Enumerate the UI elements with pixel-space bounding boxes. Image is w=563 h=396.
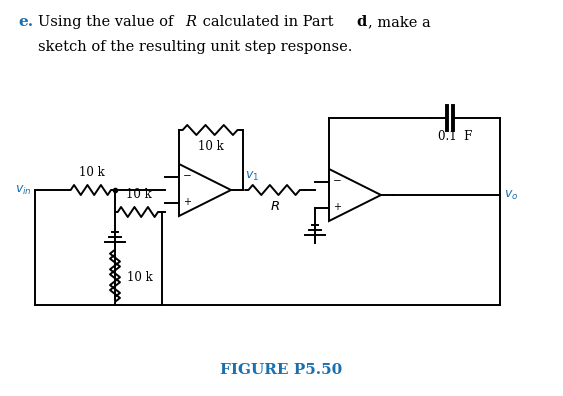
Text: Using the value of: Using the value of bbox=[38, 15, 178, 29]
Text: R: R bbox=[185, 15, 196, 29]
Text: $v_{in}$: $v_{in}$ bbox=[15, 183, 32, 196]
Text: +: + bbox=[183, 197, 191, 207]
Text: $v_o$: $v_o$ bbox=[504, 188, 519, 202]
Text: −: − bbox=[183, 171, 192, 181]
Text: $R$: $R$ bbox=[270, 200, 280, 213]
Text: −: − bbox=[333, 176, 342, 186]
Text: 10 k: 10 k bbox=[126, 187, 151, 200]
Text: 10 k: 10 k bbox=[79, 166, 104, 179]
Text: 0.1  F: 0.1 F bbox=[438, 129, 472, 143]
Text: calculated in Part: calculated in Part bbox=[198, 15, 338, 29]
Text: e.: e. bbox=[18, 15, 33, 29]
Text: , make a: , make a bbox=[368, 15, 431, 29]
Text: FIGURE P5.50: FIGURE P5.50 bbox=[220, 363, 342, 377]
Text: +: + bbox=[333, 202, 341, 212]
Text: d: d bbox=[356, 15, 367, 29]
Text: $v_1$: $v_1$ bbox=[245, 169, 259, 183]
Text: 10 k: 10 k bbox=[198, 139, 224, 152]
Text: sketch of the resulting unit step response.: sketch of the resulting unit step respon… bbox=[38, 40, 352, 54]
Text: 10 k: 10 k bbox=[127, 271, 153, 284]
